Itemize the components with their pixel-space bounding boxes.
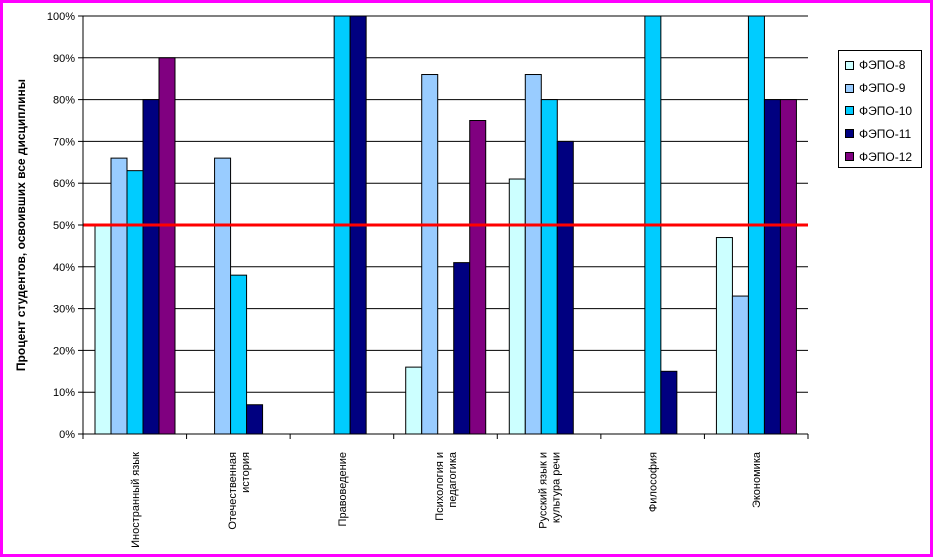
- y-tick-label: 70%: [53, 136, 75, 148]
- category-label: Иностранный язык: [130, 452, 142, 548]
- bar: [405, 366, 423, 435]
- bar: [214, 157, 232, 435]
- legend-swatch: [845, 83, 854, 93]
- bar: [524, 74, 542, 435]
- legend-label: ФЭПО-11: [859, 126, 912, 141]
- y-tick-label: 80%: [53, 95, 75, 107]
- category-label: Философия: [648, 452, 660, 512]
- legend-label: ФЭПО-12: [859, 149, 913, 164]
- category-label: Русский язык и: [538, 452, 550, 529]
- legend-swatch: [845, 129, 854, 139]
- bar: [715, 237, 733, 435]
- y-tick-label: 40%: [53, 262, 75, 274]
- category-label: педагогика: [447, 451, 459, 507]
- bar: [110, 157, 128, 435]
- bar: [508, 178, 526, 435]
- y-tick-label: 10%: [53, 387, 75, 399]
- legend-label: ФЭПО-8: [859, 58, 906, 73]
- y-tick-label: 50%: [53, 220, 75, 232]
- legend-item: ФЭПО-9: [839, 77, 921, 100]
- bar: [230, 274, 248, 435]
- bar: [158, 57, 176, 435]
- bar: [453, 262, 471, 435]
- legend-swatch: [845, 60, 854, 70]
- legend-item: ФЭПО-11: [839, 122, 921, 145]
- legend-swatch: [845, 152, 854, 162]
- bar: [246, 404, 264, 435]
- category-label: Психология и: [434, 452, 446, 521]
- y-tick-label: 60%: [53, 178, 75, 190]
- y-tick-label: 90%: [53, 53, 75, 65]
- bar: [126, 170, 144, 435]
- bar: [731, 295, 749, 435]
- bar: [540, 99, 558, 435]
- bar: [94, 224, 112, 435]
- legend-item: ФЭПО-8: [839, 54, 921, 77]
- legend-item: ФЭПО-12: [839, 145, 921, 168]
- legend-label: ФЭПО-9: [859, 81, 906, 96]
- legend-label: ФЭПО-10: [859, 103, 913, 118]
- bar: [660, 370, 678, 435]
- bar: [763, 99, 781, 435]
- y-tick-label: 20%: [53, 345, 75, 357]
- bar: [421, 74, 439, 435]
- legend: ФЭПО-8 ФЭПО-9 ФЭПО-10 ФЭПО-11 ФЭПО-12: [838, 50, 922, 168]
- bar: [779, 99, 797, 435]
- y-tick-label: 0%: [59, 429, 75, 441]
- bar: [469, 120, 487, 435]
- y-axis-title: Процент студентов, освоивших все дисципл…: [14, 79, 28, 371]
- category-label: Правоведение: [337, 452, 349, 526]
- legend-item: ФЭПО-10: [839, 100, 921, 123]
- legend-swatch: [845, 106, 854, 116]
- category-label: Экономика: [751, 451, 763, 508]
- category-label: история: [240, 452, 252, 493]
- category-label: Отечественная: [227, 452, 239, 530]
- category-label: культура речи: [551, 452, 563, 523]
- y-tick-label: 30%: [53, 304, 75, 316]
- y-tick-label: 100%: [47, 11, 75, 23]
- bar: [142, 99, 160, 435]
- bar: [556, 140, 574, 435]
